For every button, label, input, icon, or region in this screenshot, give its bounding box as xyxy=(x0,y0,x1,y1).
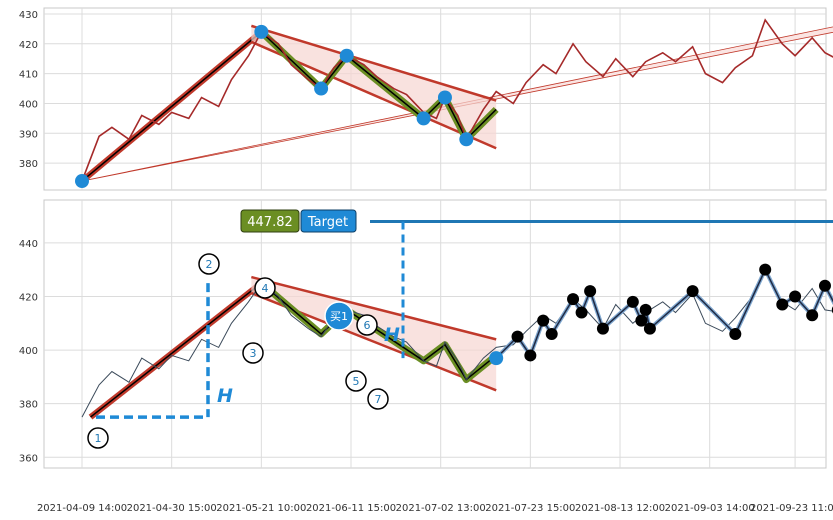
prediction-point xyxy=(806,309,819,322)
pivot-label-circle xyxy=(367,388,389,410)
bottom-price-line xyxy=(81,268,833,418)
pivot-label-7: 7 xyxy=(375,393,382,406)
x-tick-label: 2021-08-13 12:00 xyxy=(575,503,665,514)
prediction-point xyxy=(686,285,699,298)
target-value-badge xyxy=(240,209,300,233)
top-pivot-marker xyxy=(75,174,89,189)
x-tick-label: 2021-09-03 14:00 xyxy=(665,503,755,514)
top-y-tick-label: 420 xyxy=(19,40,38,51)
pivot-label-5: 5 xyxy=(353,375,360,388)
target-value-text: 447.82 xyxy=(247,215,293,230)
bottom-y-tick-label: 360 xyxy=(19,453,38,464)
buy-signal-label: 买1 xyxy=(330,310,348,323)
top-pivot-marker xyxy=(339,48,354,63)
prediction-point xyxy=(524,349,537,362)
pivot-label-4: 4 xyxy=(262,282,269,295)
pivot-label-circle xyxy=(356,314,378,336)
prediction-point xyxy=(584,285,597,298)
prediction-point xyxy=(789,290,802,303)
top-pivot-marker xyxy=(437,90,452,105)
top-pivot-marker xyxy=(459,132,474,147)
bottom-y-tick-label: 400 xyxy=(19,346,38,357)
top-pivot-marker xyxy=(254,24,269,39)
prediction-point xyxy=(643,322,656,335)
pivot-label-circle xyxy=(198,253,220,275)
bottom-flagpole-core xyxy=(90,282,262,418)
h-label-left: H xyxy=(217,385,233,407)
prediction-point xyxy=(759,263,772,276)
target-label-badge xyxy=(300,209,357,233)
x-tick-label: 2021-09-23 11:00 xyxy=(750,503,833,514)
h-label-right: H xyxy=(384,324,400,346)
top-y-tick-label: 410 xyxy=(19,70,38,81)
bottom-y-tick-label: 380 xyxy=(19,400,38,411)
prediction-point xyxy=(567,293,580,306)
top-y-tick-label: 390 xyxy=(19,129,38,140)
prediction-point xyxy=(575,306,588,319)
pivot-label-2: 2 xyxy=(206,258,213,271)
bottom-channel-upper xyxy=(251,275,497,341)
prediction-point xyxy=(818,279,831,292)
bottom-y-tick-label: 440 xyxy=(19,239,38,250)
prediction-point xyxy=(776,298,789,311)
pivot-label-circle xyxy=(345,370,367,392)
top-y-tick-label: 380 xyxy=(19,159,38,170)
top-pivot-marker xyxy=(314,81,329,96)
prediction-point xyxy=(511,330,524,343)
x-tick-label: 2021-05-21 10:00 xyxy=(216,503,306,514)
prediction-point xyxy=(626,295,639,308)
x-tick-label: 2021-04-09 14:00 xyxy=(37,503,127,514)
top-y-tick-label: 430 xyxy=(19,10,38,21)
pivot-label-6: 6 xyxy=(364,319,371,332)
bottom-channel-fill xyxy=(251,277,497,391)
pivot-label-circle xyxy=(254,277,276,299)
prediction-point xyxy=(635,314,648,327)
prediction-point xyxy=(639,303,652,316)
prediction-point xyxy=(729,328,742,340)
pivot-label-3: 3 xyxy=(250,347,257,360)
prediction-point xyxy=(537,314,550,327)
top-channel-upper xyxy=(250,24,497,102)
bottom-y-tick-label: 420 xyxy=(19,292,38,303)
prediction-point xyxy=(596,322,609,335)
top-price-line xyxy=(81,18,833,182)
top-y-tick-label: 400 xyxy=(19,99,38,110)
x-tick-label: 2021-04-30 15:00 xyxy=(127,503,217,514)
pivot-label-1: 1 xyxy=(95,432,102,445)
breakout-marker xyxy=(489,351,504,366)
pivot-label-circle xyxy=(87,427,109,449)
x-tick-label: 2021-07-23 15:00 xyxy=(485,503,575,514)
target-label-text: Target xyxy=(307,215,348,230)
top-flagpole-core xyxy=(81,31,262,182)
x-tick-label: 2021-07-02 13:00 xyxy=(396,503,486,514)
x-tick-label: 2021-06-11 15:00 xyxy=(306,503,396,514)
buy-signal-marker xyxy=(324,301,354,331)
prediction-point xyxy=(545,328,558,340)
pivot-label-circle xyxy=(242,342,264,364)
top-pivot-marker xyxy=(416,111,431,126)
